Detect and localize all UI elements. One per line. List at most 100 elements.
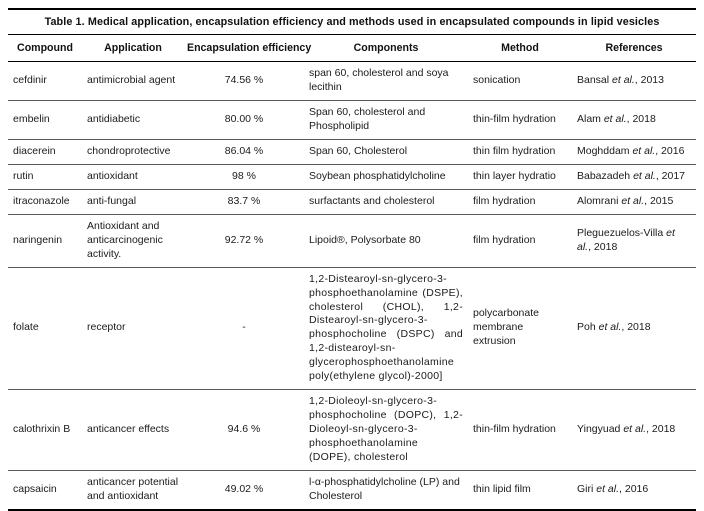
col-header-references: References: [572, 35, 696, 63]
cell-method: sonication: [468, 61, 572, 101]
cell-application: antioxidant: [82, 164, 184, 190]
reference-year: , 2018: [588, 240, 618, 253]
cell-efficiency: 80.00 %: [184, 100, 304, 140]
cell-method: film hydration: [468, 189, 572, 215]
cell-components: Lipoid®, Polysorbate 80: [304, 214, 468, 268]
reference-authors: Yingyuad: [577, 423, 624, 436]
cell-compound: naringenin: [8, 214, 82, 268]
reference-etal: et al.: [621, 194, 645, 207]
reference-year: , 2013: [634, 74, 664, 87]
cell-method: film hydration: [468, 214, 572, 268]
reference-etal: et al.: [577, 226, 675, 253]
cell-efficiency: 83.7 %: [184, 189, 304, 215]
reference-year: , 2018: [626, 112, 656, 125]
table-row-calothrixin-b: calothrixin B anticancer effects 94.6 % …: [8, 389, 696, 471]
cell-compound: diacerein: [8, 139, 82, 165]
cell-method: thin lipid film: [468, 470, 572, 511]
cell-application: antimicrobial agent: [82, 61, 184, 101]
table-caption-text: Medical application, encapsulation effic…: [84, 16, 660, 28]
cell-components: Span 60, Cholesterol: [304, 139, 468, 165]
cell-compound: itraconazole: [8, 189, 82, 215]
cell-efficiency: -: [184, 267, 304, 391]
cell-compound: folate: [8, 267, 82, 391]
data-table: Compound Application Encapsulation effic…: [8, 35, 696, 511]
cell-application: chondroprotective: [82, 139, 184, 165]
cell-efficiency: 94.6 %: [184, 389, 304, 471]
reference-year: , 2017: [655, 169, 686, 182]
cell-compound: embelin: [8, 100, 82, 140]
reference-etal: et al.: [632, 144, 656, 157]
table-row-itraconazole: itraconazole anti-fungal 83.7 % surfacta…: [8, 189, 696, 215]
cell-method: thin layer hydratio: [468, 164, 572, 190]
cell-reference: Babazadeh et al., 2017: [572, 164, 696, 190]
col-header-compound: Compound: [8, 35, 82, 63]
reference-etal: et al.: [633, 169, 656, 182]
reference-authors: Babazadeh: [577, 169, 634, 182]
cell-efficiency: 98 %: [184, 164, 304, 190]
table-row-diacerein: diacerein chondroprotective 86.04 % Span…: [8, 139, 696, 165]
cell-method: thin film hydration: [468, 139, 572, 165]
reference-authors: Bansal: [577, 74, 613, 87]
table-row-capsaicin: capsaicin anticancer potential and antio…: [8, 470, 696, 511]
cell-reference: Yingyuad et al., 2018: [572, 389, 696, 471]
header-row: Compound Application Encapsulation effic…: [8, 35, 696, 63]
cell-reference: Alomrani et al., 2015: [572, 189, 696, 215]
reference-year: , 2018: [646, 423, 676, 436]
col-header-components: Components: [304, 35, 468, 63]
cell-compound: cefdinir: [8, 61, 82, 101]
cell-reference: Alam et al., 2018: [572, 100, 696, 140]
table-caption: Table 1. Medical application, encapsulat…: [8, 10, 696, 35]
reference-authors: Alam: [577, 112, 604, 125]
table-row-cefdinir: cefdinir antimicrobial agent 74.56 % spa…: [8, 61, 696, 101]
cell-components: Soybean phosphatidylcholine: [304, 164, 468, 190]
cell-application: Antioxidant and anticarcinogenic activit…: [82, 214, 184, 268]
cell-components: span 60, cholesterol and soya lecithin: [304, 61, 468, 101]
reference-authors: Poh: [577, 321, 599, 334]
cell-application: antidiabetic: [82, 100, 184, 140]
reference-etal: et al.: [623, 423, 647, 436]
table-row-naringenin: naringenin Antioxidant and anticarcinoge…: [8, 214, 696, 268]
table-row-folate: folate receptor - 1,2-Distearoyl-sn-glyc…: [8, 267, 696, 391]
cell-compound: capsaicin: [8, 470, 82, 511]
cell-application: anticancer effects: [82, 389, 184, 471]
cell-application: anti-fungal: [82, 189, 184, 215]
cell-compound: rutin: [8, 164, 82, 190]
table-caption-label: Table 1.: [44, 16, 85, 28]
cell-method: thin-film hydration: [468, 389, 572, 471]
cell-reference: Giri et al., 2016: [572, 470, 696, 511]
cell-reference: Moghddam et al., 2016: [572, 139, 696, 165]
reference-authors: Pleguezuelos-Villa: [577, 226, 667, 239]
reference-authors: Alomrani: [577, 194, 622, 207]
reference-authors: Moghddam: [577, 144, 633, 157]
table-row-embelin: embelin antidiabetic 80.00 % Span 60, ch…: [8, 100, 696, 140]
cell-efficiency: 92.72 %: [184, 214, 304, 268]
cell-components: 1,2-Distearoyl-sn-glycero-3-phosphoethan…: [304, 267, 468, 391]
cell-components: l-α-phosphatidylcholine (LP) and Cholest…: [304, 470, 468, 511]
cell-components: 1,2-Dioleoyl-sn-glycero-3-phosphocholine…: [304, 389, 468, 471]
cell-compound: calothrixin B: [8, 389, 82, 471]
col-header-application: Application: [82, 35, 184, 63]
cell-efficiency: 86.04 %: [184, 139, 304, 165]
cell-method: thin-film hydration: [468, 100, 572, 140]
reference-etal: et al.: [598, 321, 622, 334]
cell-method: polycarbonate membrane extrusion: [468, 267, 572, 391]
cell-application: receptor: [82, 267, 184, 391]
cell-reference: Poh et al., 2018: [572, 267, 696, 391]
reference-year: , 2016: [655, 144, 685, 157]
col-header-method: Method: [468, 35, 572, 63]
col-header-efficiency: Encapsulation efficiency: [184, 35, 311, 63]
reference-year: , 2015: [644, 194, 674, 207]
table-1: Table 1. Medical application, encapsulat…: [8, 8, 696, 511]
cell-reference: Bansal et al., 2013: [572, 61, 696, 101]
cell-efficiency: 49.02 %: [184, 470, 304, 511]
reference-year: , 2018: [621, 321, 651, 334]
cell-reference: Pleguezuelos-Villa et al., 2018: [572, 214, 696, 268]
cell-application: anticancer potential and antioxidant: [82, 470, 184, 511]
table-row-rutin: rutin antioxidant 98 % Soybean phosphati…: [8, 164, 696, 190]
cell-components: surfactants and cholesterol: [304, 189, 468, 215]
cell-efficiency: 74.56 %: [184, 61, 304, 101]
reference-etal: et al.: [612, 74, 635, 87]
reference-etal: et al.: [603, 112, 627, 125]
cell-components: Span 60, cholesterol and Phospholipid: [304, 100, 468, 140]
